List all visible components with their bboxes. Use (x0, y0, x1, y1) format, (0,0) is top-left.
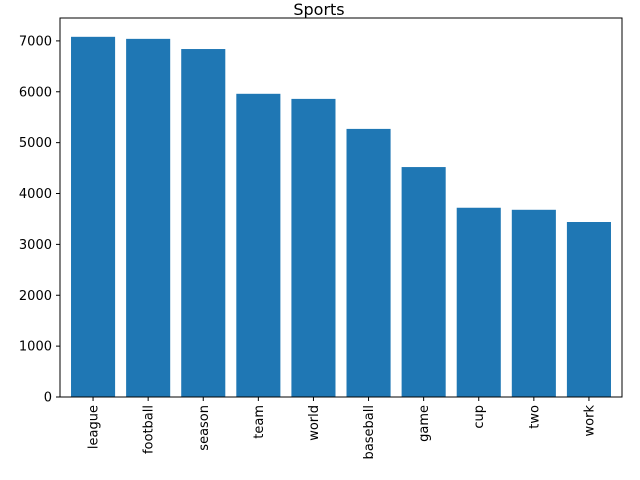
bar-baseball (346, 128, 391, 397)
bar-cup (456, 207, 501, 397)
y-tick-label: 3000 (19, 238, 52, 253)
bar-season (181, 49, 226, 397)
bar-two (511, 209, 556, 397)
x-tick-label: football (142, 405, 157, 454)
x-tick-label: game (417, 405, 432, 442)
x-tick-label: cup (472, 405, 487, 429)
y-tick-label: 0 (44, 391, 52, 406)
y-tick-label: 1000 (19, 340, 52, 355)
x-tick-label: season (197, 405, 212, 451)
y-tick-label: 7000 (19, 34, 52, 49)
y-axis: 0 1000 2000 3000 4000 5000 6000 7000 (19, 34, 60, 406)
bars-group (71, 36, 611, 398)
x-tick-label: baseball (362, 405, 377, 459)
x-tick-label: league (87, 405, 102, 449)
plot-frame (59, 17, 623, 398)
x-axis: league football season team world baseball gam… (87, 397, 597, 459)
bar-league (71, 36, 116, 397)
x-tick-label: world (307, 405, 322, 441)
bar-world (291, 98, 336, 397)
bar-team (236, 93, 281, 398)
y-tick-label: 4000 (19, 187, 52, 202)
y-tick-label: 2000 (19, 289, 52, 304)
y-tick-label: 5000 (19, 136, 52, 151)
bar-game (401, 167, 446, 397)
x-tick-label: two (527, 405, 542, 429)
bar-football (126, 38, 171, 398)
x-tick-label: work (582, 405, 597, 437)
x-tick-label: team (252, 405, 267, 439)
bar-work (566, 222, 611, 397)
y-tick-label: 6000 (19, 85, 52, 100)
chart-title: Sports (293, 0, 344, 19)
